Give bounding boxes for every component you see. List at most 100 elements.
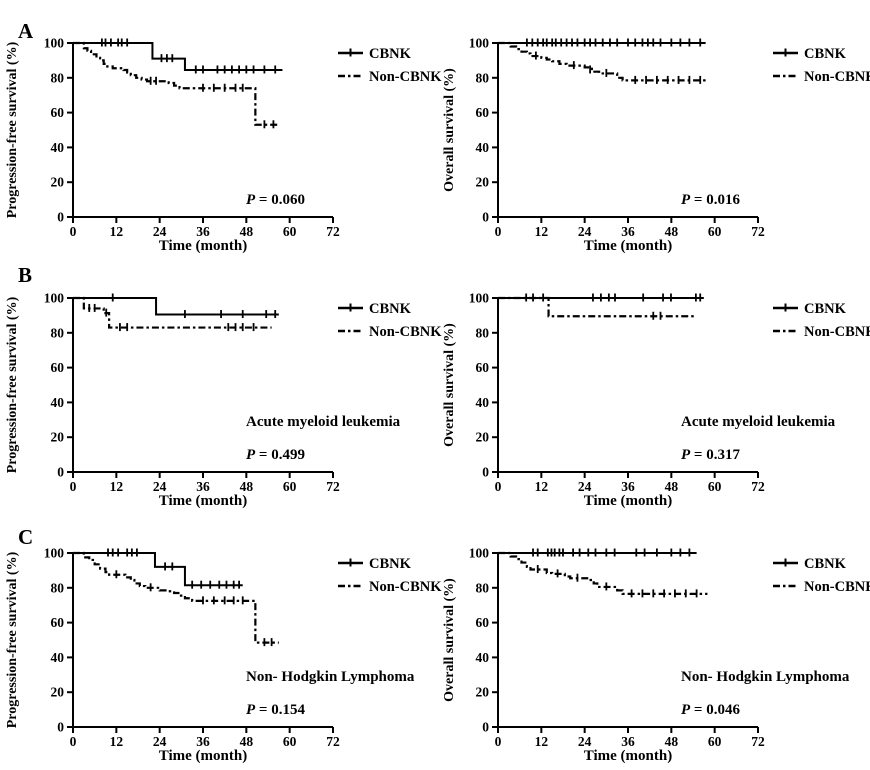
svg-text:P = 0.499: P = 0.499 <box>246 447 305 463</box>
svg-text:P = 0.060: P = 0.060 <box>246 192 305 208</box>
chart-b-overall-survival: 0 20 40 60 80 100 0 12 24 36 48 60 72 Time (month) Ove… <box>442 291 870 510</box>
svg-text:Non-CBNK: Non-CBNK <box>369 69 442 85</box>
svg-text:72: 72 <box>326 479 340 494</box>
svg-text:Non-CBNK: Non-CBNK <box>804 579 870 595</box>
svg-text:Time (month): Time (month) <box>584 238 672 254</box>
svg-text:Time (month): Time (month) <box>159 238 247 254</box>
svg-text:0: 0 <box>482 465 489 480</box>
svg-text:Overall survival (%): Overall survival (%) <box>442 578 457 702</box>
svg-text:0: 0 <box>70 734 77 749</box>
svg-text:80: 80 <box>476 70 490 85</box>
svg-text:Non-CBNK: Non-CBNK <box>369 324 442 340</box>
svg-text:40: 40 <box>476 140 490 155</box>
svg-text:72: 72 <box>751 224 765 239</box>
svg-text:20: 20 <box>476 685 490 700</box>
svg-text:0: 0 <box>70 224 77 239</box>
svg-text:60: 60 <box>476 360 490 375</box>
svg-text:24: 24 <box>578 224 592 239</box>
svg-text:12: 12 <box>110 224 124 239</box>
svg-text:60: 60 <box>708 479 722 494</box>
chart-a-overall-survival: 0 20 40 60 80 100 0 12 24 36 48 60 72 Time (month) Ove… <box>442 36 870 255</box>
svg-text:48: 48 <box>240 479 254 494</box>
svg-text:60: 60 <box>708 224 722 239</box>
svg-text:12: 12 <box>535 479 549 494</box>
svg-text:60: 60 <box>283 734 297 749</box>
svg-text:80: 80 <box>51 70 65 85</box>
svg-text:100: 100 <box>44 291 65 306</box>
svg-text:60: 60 <box>283 479 297 494</box>
svg-text:100: 100 <box>469 36 490 51</box>
svg-text:12: 12 <box>535 734 549 749</box>
svg-text:CBNK: CBNK <box>804 46 847 62</box>
svg-text:P = 0.016: P = 0.016 <box>681 192 740 208</box>
svg-text:100: 100 <box>469 291 490 306</box>
svg-text:24: 24 <box>153 224 167 239</box>
svg-text:0: 0 <box>57 465 64 480</box>
svg-text:100: 100 <box>44 36 65 51</box>
svg-text:P = 0.317: P = 0.317 <box>681 447 740 463</box>
svg-text:36: 36 <box>621 734 635 749</box>
svg-text:P = 0.154: P = 0.154 <box>246 702 305 718</box>
svg-text:0: 0 <box>482 210 489 225</box>
svg-text:36: 36 <box>196 734 210 749</box>
svg-text:P = 0.046: P = 0.046 <box>681 702 740 718</box>
svg-text:0: 0 <box>495 734 502 749</box>
svg-text:Time (month): Time (month) <box>584 493 672 509</box>
svg-text:20: 20 <box>51 685 65 700</box>
svg-text:20: 20 <box>476 175 490 190</box>
svg-text:40: 40 <box>51 650 65 665</box>
svg-text:60: 60 <box>476 105 490 120</box>
svg-text:48: 48 <box>665 224 679 239</box>
svg-text:Overall survival (%): Overall survival (%) <box>442 323 457 447</box>
svg-text:0: 0 <box>57 210 64 225</box>
svg-text:Non-CBNK: Non-CBNK <box>804 324 870 340</box>
svg-text:CBNK: CBNK <box>804 301 847 317</box>
svg-text:20: 20 <box>476 430 490 445</box>
svg-text:Non-CBNK: Non-CBNK <box>804 69 870 85</box>
svg-text:Overall survival (%): Overall survival (%) <box>442 68 457 192</box>
svg-text:Acute myeloid leukemia: Acute myeloid leukemia <box>246 414 401 430</box>
svg-text:CBNK: CBNK <box>369 46 412 62</box>
svg-text:72: 72 <box>751 734 765 749</box>
panel-label-b: B <box>18 263 33 287</box>
svg-text:24: 24 <box>153 734 167 749</box>
svg-text:72: 72 <box>326 734 340 749</box>
svg-text:72: 72 <box>326 224 340 239</box>
svg-text:40: 40 <box>476 650 490 665</box>
svg-text:40: 40 <box>51 395 65 410</box>
svg-text:36: 36 <box>196 224 210 239</box>
svg-text:Time (month): Time (month) <box>159 748 247 764</box>
svg-text:Non- Hodgkin Lymphoma: Non- Hodgkin Lymphoma <box>681 669 850 685</box>
svg-text:48: 48 <box>240 734 254 749</box>
svg-text:40: 40 <box>476 395 490 410</box>
svg-text:80: 80 <box>51 580 65 595</box>
svg-text:Progression-free survival (%): Progression-free survival (%) <box>5 296 20 473</box>
svg-text:Time (month): Time (month) <box>159 493 247 509</box>
svg-text:20: 20 <box>51 430 65 445</box>
svg-text:0: 0 <box>495 224 502 239</box>
svg-text:Non- Hodgkin Lymphoma: Non- Hodgkin Lymphoma <box>246 669 415 685</box>
svg-text:24: 24 <box>578 479 592 494</box>
svg-text:24: 24 <box>578 734 592 749</box>
svg-text:0: 0 <box>57 720 64 735</box>
svg-text:40: 40 <box>51 140 65 155</box>
svg-text:20: 20 <box>51 175 65 190</box>
svg-text:12: 12 <box>110 734 124 749</box>
chart-c-progression-free-survival: 0 20 40 60 80 100 0 12 24 36 48 60 72 Time (month) Pro… <box>5 546 442 765</box>
svg-text:0: 0 <box>495 479 502 494</box>
svg-text:Time (month): Time (month) <box>584 748 672 764</box>
svg-text:0: 0 <box>482 720 489 735</box>
svg-text:CBNK: CBNK <box>804 556 847 572</box>
svg-text:60: 60 <box>476 615 490 630</box>
chart-b-progression-free-survival: 0 20 40 60 80 100 0 12 24 36 48 60 72 Time (month) Pro… <box>5 291 442 510</box>
chart-c-overall-survival: 0 20 40 60 80 100 0 12 24 36 48 60 72 Time (month) Ove… <box>442 546 870 765</box>
svg-text:100: 100 <box>469 546 490 561</box>
svg-text:Progression-free survival (%): Progression-free survival (%) <box>5 41 20 218</box>
svg-text:48: 48 <box>665 479 679 494</box>
chart-a-progression-free-survival: 0 20 40 60 80 100 0 12 24 36 48 60 72 Time (month) Pro… <box>5 36 442 255</box>
panel-label-a: A <box>18 19 34 43</box>
svg-text:24: 24 <box>153 479 167 494</box>
svg-text:60: 60 <box>51 360 65 375</box>
panel-label-c: C <box>18 525 34 549</box>
